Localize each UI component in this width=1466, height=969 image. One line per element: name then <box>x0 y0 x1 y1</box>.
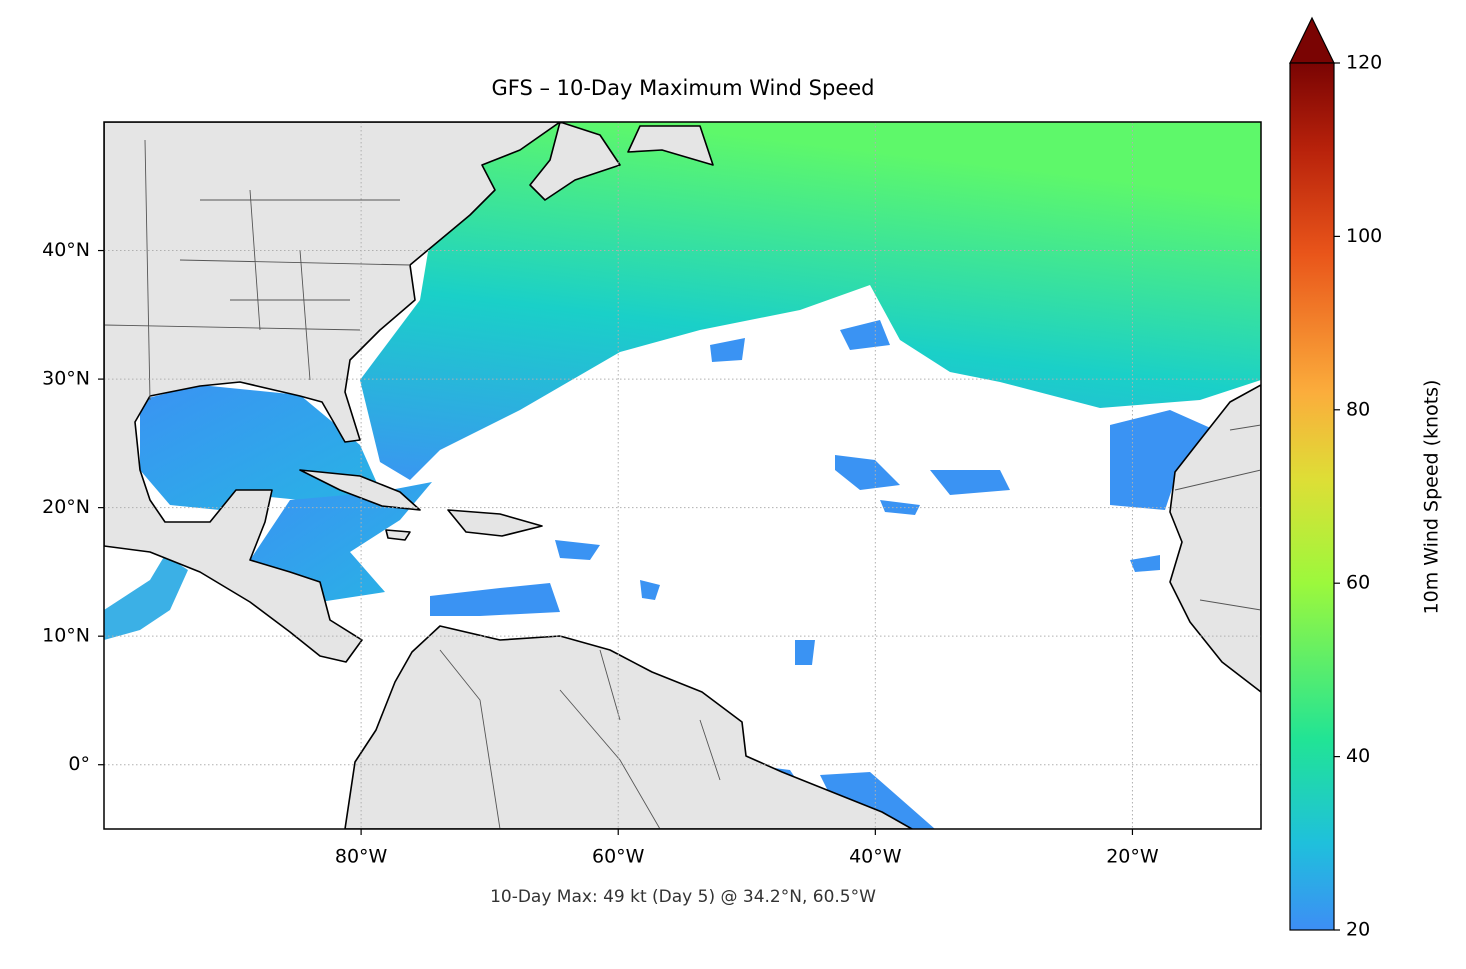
x-tick-label: 60°W <box>592 846 645 868</box>
colorbar-tick-label: 80 <box>1346 398 1370 420</box>
land-africa <box>1169 384 1261 693</box>
wind-field <box>430 583 560 616</box>
colorbar-tick-label: 100 <box>1346 225 1382 247</box>
y-tick-label: 20°N <box>42 496 90 518</box>
map-frame <box>103 121 1262 830</box>
colorbar-extend <box>1289 16 1335 64</box>
wind-field <box>104 555 188 640</box>
land-south-america <box>344 625 913 829</box>
colorbar-tick-label: 40 <box>1346 745 1370 767</box>
land-canada <box>529 122 621 201</box>
footer-annotation: 10-Day Max: 49 kt (Day 5) @ 34.2°N, 60.5… <box>490 887 876 907</box>
y-tick-label: 0° <box>68 753 90 775</box>
land-north-america <box>104 122 561 663</box>
country-borders <box>104 139 1261 829</box>
wind-field <box>360 122 1261 480</box>
map-area <box>104 122 1261 829</box>
y-tick-label: 10°N <box>42 625 90 647</box>
wind-field <box>1110 410 1215 510</box>
x-tick-label: 20°W <box>1106 846 1159 868</box>
colorbar <box>1289 62 1335 931</box>
land-jamaica <box>385 529 411 541</box>
colorbar-label: 10m Wind Speed (knots) <box>1421 380 1443 615</box>
map-title: GFS – 10-Day Maximum Wind Speed <box>491 76 874 100</box>
colorbar-tick-label: 120 <box>1346 52 1382 74</box>
land-newfoundland <box>627 125 714 166</box>
x-tick-label: 80°W <box>335 846 388 868</box>
land-hispaniola <box>447 509 543 537</box>
land-cuba <box>299 469 421 511</box>
colorbar-tick-label: 60 <box>1346 572 1370 594</box>
wind-field <box>250 482 432 602</box>
y-tick-label: 40°N <box>42 239 90 261</box>
y-tick-label: 30°N <box>42 368 90 390</box>
colorbar-tick-label: 20 <box>1346 919 1370 941</box>
x-tick-label: 40°W <box>849 846 902 868</box>
